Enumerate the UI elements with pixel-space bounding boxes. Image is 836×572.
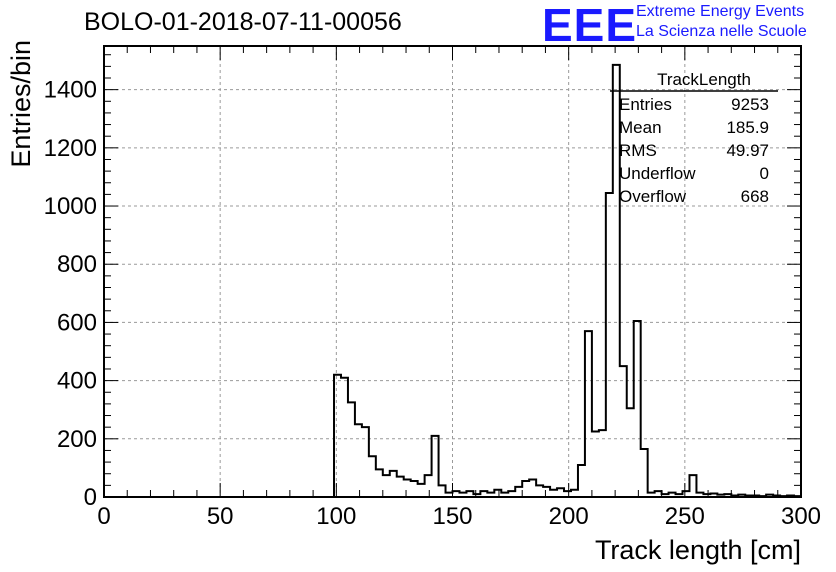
histogram-bin	[543, 487, 550, 497]
histogram-bin	[620, 366, 627, 497]
stats-value: 9253	[731, 95, 769, 114]
plot-frame	[103, 45, 802, 498]
histogram-bin	[571, 490, 578, 497]
histogram-bin	[494, 490, 501, 497]
histogram-bin	[606, 193, 613, 497]
histogram-bin	[529, 480, 536, 497]
y-tick-label: 1200	[44, 135, 97, 162]
stats-label: Mean	[619, 118, 662, 137]
histogram-bin	[376, 469, 383, 497]
histogram-bin	[592, 432, 599, 497]
histogram-bin	[689, 475, 696, 497]
x-tick-label: 200	[549, 503, 589, 530]
stats-value: 0	[760, 164, 769, 183]
eee-logo: EEE	[542, 0, 638, 51]
page-title: BOLO-01-2018-07-11-00056	[84, 8, 402, 36]
histogram-bin	[418, 484, 425, 497]
histogram-bin	[348, 402, 355, 497]
histogram-bin	[557, 488, 564, 497]
x-tick-label: 150	[432, 503, 472, 530]
x-tick-label: 100	[316, 503, 356, 530]
y-tick-label: 0	[84, 484, 97, 511]
stats-label: Entries	[619, 95, 672, 114]
histogram-bin	[404, 480, 411, 497]
x-tick-label: 300	[781, 503, 821, 530]
histogram-bin	[383, 475, 390, 497]
histogram-bin	[634, 321, 641, 497]
org-name-line2: La Scienza nelle Scuole	[636, 23, 807, 40]
x-tick-label: 0	[97, 503, 110, 530]
histogram-bin	[515, 487, 522, 497]
histogram-bin	[355, 424, 362, 497]
histogram-bin	[432, 436, 439, 497]
histogram-bin	[439, 485, 446, 497]
stats-label: Overflow	[619, 187, 687, 206]
stats-value: 49.97	[726, 141, 769, 160]
x-tick-label: 50	[207, 503, 234, 530]
histogram-bin	[585, 331, 592, 497]
histogram-bin	[341, 378, 348, 497]
histogram-bin	[536, 485, 543, 497]
histogram-bin	[390, 471, 397, 497]
stats-value: 185.9	[726, 118, 769, 137]
histogram-bin	[411, 481, 418, 497]
stats-title: TrackLength	[657, 70, 751, 89]
histogram-bin	[599, 430, 606, 497]
stats-label: Underflow	[619, 164, 696, 183]
histogram-outline	[333, 63, 802, 498]
histogram-bin	[362, 427, 369, 497]
stats-label: RMS	[619, 141, 657, 160]
org-name-line1: Extreme Energy Events	[636, 3, 805, 20]
y-tick-label: 1000	[44, 193, 97, 220]
y-tick-label: 800	[57, 251, 97, 278]
y-tick-label: 400	[57, 368, 97, 395]
y-axis-label: Entries/bin	[6, 40, 36, 168]
y-tick-label: 600	[57, 309, 97, 336]
histogram-bin	[522, 481, 529, 497]
x-axis-label: Track length [cm]	[595, 535, 801, 565]
x-tick-label: 250	[665, 503, 705, 530]
histogram-bin	[425, 475, 432, 497]
stats-value: 668	[741, 187, 769, 206]
y-tick-label: 200	[57, 426, 97, 453]
histogram-bin	[397, 477, 404, 497]
histogram-bin	[627, 408, 634, 497]
histogram-bin	[641, 449, 648, 497]
y-tick-label: 1400	[44, 77, 97, 104]
histogram-bin	[578, 465, 585, 497]
histogram-bin	[369, 456, 376, 497]
histogram-bin	[550, 490, 557, 497]
histogram-bin	[334, 375, 341, 497]
